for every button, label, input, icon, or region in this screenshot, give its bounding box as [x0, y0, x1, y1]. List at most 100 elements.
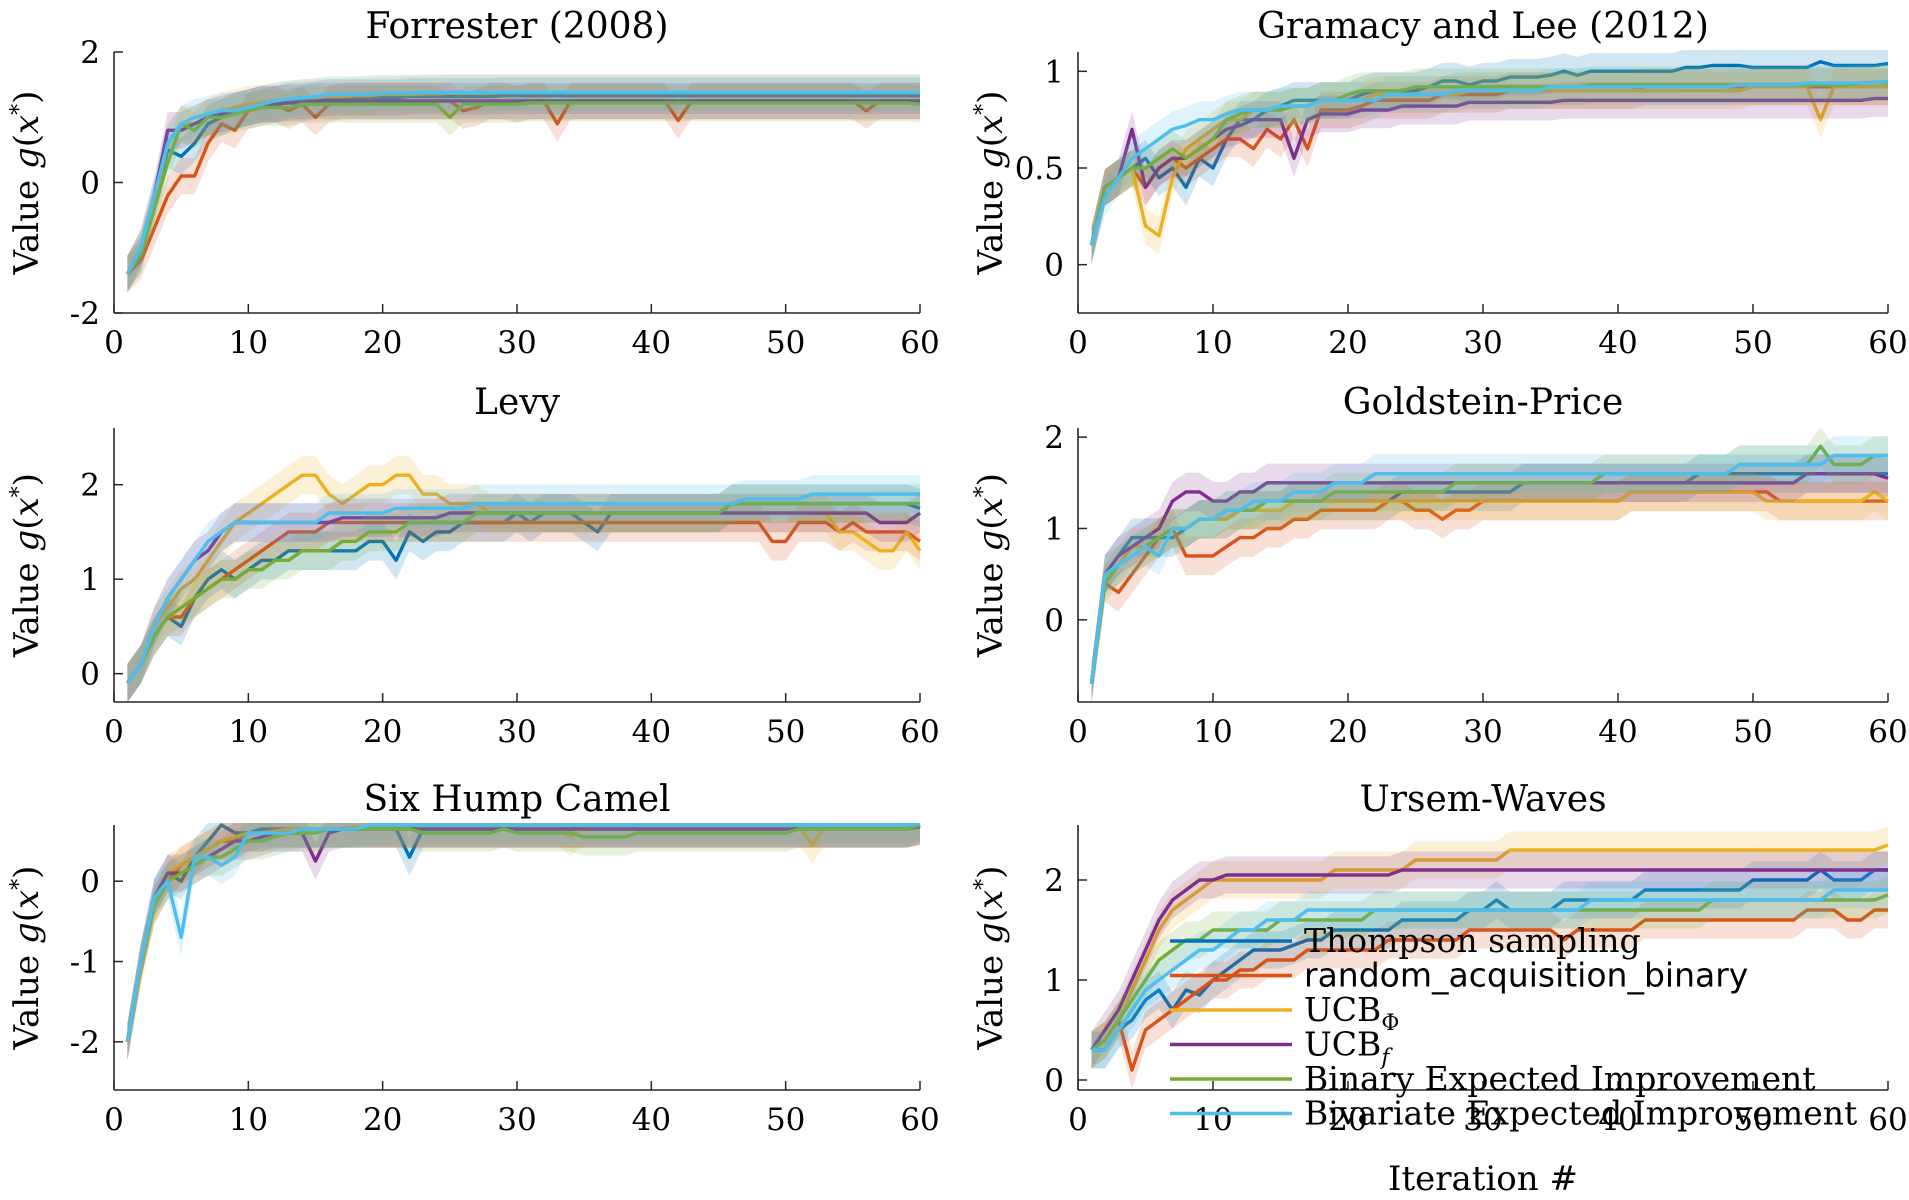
band-random-acquisition-binary	[127, 823, 920, 1061]
x-tick-label: 0	[104, 1102, 124, 1138]
legend-entry-ucbf: UCBf	[1170, 1025, 1393, 1071]
band-bivariate-expected-improvement	[1091, 436, 1888, 702]
x-tick-label: 50	[766, 714, 805, 750]
x-tick-label: 30	[497, 325, 536, 361]
series-line-bivariate-expected-improvement	[1089, 453, 1888, 684]
y-tick-label: 2	[1044, 420, 1064, 456]
x-axis-label: Iteration #	[1388, 1159, 1578, 1199]
series-line-ucb	[1089, 490, 1889, 684]
band-ucb	[127, 823, 920, 1061]
band-bivariate-expected-improvement	[1091, 62, 1888, 264]
y-tick-label: 2	[1044, 863, 1064, 899]
subplot-ursem-waves: 0 10 20 30 40 50 60 0 1 2 Ursem-Waves Value g(x*)	[971, 779, 1908, 1138]
plot-area	[125, 823, 921, 1061]
x-tick-label: 0	[1068, 714, 1088, 750]
plot-area	[126, 456, 922, 702]
y-tick-label: 0	[1044, 1063, 1064, 1099]
band-binary-expected-improvement	[1091, 64, 1888, 264]
band-random-acquisition-binary	[127, 503, 920, 702]
y-tick-label: 1	[1044, 54, 1064, 90]
y-tick-label: 1	[1044, 963, 1064, 999]
band-random-acquisition-binary	[1091, 472, 1888, 702]
series-line-ucb	[1090, 843, 1889, 1052]
y-axis-label: Value g(x*)	[971, 91, 1011, 276]
band-bivariate-expected-improvement	[127, 74, 920, 293]
x-tick-label: 20	[1328, 714, 1367, 750]
x-tick-label: 30	[1463, 325, 1502, 361]
band-binary-expected-improvement	[127, 484, 920, 702]
subplot-title: Forrester (2008)	[365, 6, 668, 47]
x-tick-label: 0	[1068, 1102, 1088, 1138]
series-line-thompson-sampling	[1091, 868, 1888, 1052]
band-ucb	[1091, 68, 1888, 264]
band-ucb	[127, 456, 920, 702]
band-ucbf	[1091, 454, 1888, 702]
x-tick-label: 50	[1733, 325, 1772, 361]
legend: Thompson samplingrandom_acquisition_bina…	[1170, 921, 1857, 1133]
x-tick-label: 20	[363, 1102, 402, 1138]
series-line-ucbf	[1089, 96, 1888, 246]
band-binary-expected-improvement	[127, 84, 920, 293]
x-tick-label: 50	[766, 325, 805, 361]
y-tick-label: 0	[1044, 603, 1064, 639]
subplot-title: Levy	[474, 382, 561, 423]
legend-entry-random-acquisition-binary: random_acquisition_binary	[1170, 956, 1748, 995]
legend-entry-bivariate-expected-improvement: Bivariate Expected Improvement	[1170, 1094, 1857, 1133]
x-tick-label: 30	[1463, 1102, 1502, 1138]
x-tick-label: 20	[363, 325, 402, 361]
band-thompson-sampling	[1091, 851, 1888, 1069]
x-tick-label: 0	[1068, 325, 1088, 361]
legend-entry-thompson-sampling: Thompson sampling	[1170, 921, 1641, 960]
series-line-ucbf	[125, 824, 921, 1043]
x-tick-label: 60	[900, 325, 939, 361]
x-tick-label: 0	[104, 714, 124, 750]
legend-label: UCBΦ	[1304, 990, 1399, 1036]
series-line-bivariate-expected-improvement	[125, 90, 920, 275]
y-tick-label: 0	[1044, 248, 1064, 284]
x-tick-label: 20	[1328, 325, 1367, 361]
y-axis-label: Value g(x*)	[971, 866, 1011, 1051]
x-tick-label: 20	[1328, 1102, 1367, 1138]
legend-label: Thompson sampling	[1304, 921, 1641, 960]
x-tick-label: 30	[497, 1102, 536, 1138]
y-axis-label: Value g(x*)	[971, 473, 1011, 658]
x-tick-label: 60	[900, 714, 939, 750]
series-line-binary-expected-improvement	[125, 101, 921, 275]
legend-label: random_acquisition_binary	[1304, 956, 1748, 995]
band-thompson-sampling	[127, 77, 920, 293]
x-tick-label: 40	[1598, 714, 1637, 750]
y-tick-label: -2	[70, 296, 100, 332]
legend-label: Binary Expected Improvement	[1304, 1059, 1815, 1098]
band-ucbf	[127, 823, 920, 1061]
band-ucbf	[1091, 851, 1888, 1069]
series-line-bivariate-expected-improvement	[126, 492, 920, 685]
series-line-bivariate-expected-improvement	[1089, 79, 1889, 246]
legend-entry-ucb: UCBΦ	[1170, 990, 1399, 1036]
x-tick-label: 10	[1193, 1102, 1232, 1138]
series-line-random-acquisition-binary	[1090, 908, 1888, 1072]
y-tick-label: 0.5	[1015, 151, 1064, 187]
series-line-binary-expected-improvement	[125, 823, 921, 1043]
y-tick-label: 0	[80, 864, 100, 900]
subplot-title: Six Hump Camel	[363, 779, 670, 820]
plot-area	[1090, 826, 1889, 1089]
x-tick-label: 50	[766, 1102, 805, 1138]
x-tick-label: 10	[229, 1102, 268, 1138]
series-line-bivariate-expected-improvement	[125, 823, 921, 1043]
y-tick-label: 1	[1044, 511, 1064, 547]
legend-label: UCBf	[1304, 1025, 1393, 1071]
x-tick-label: 50	[1733, 1102, 1772, 1138]
x-tick-label: 30	[1463, 714, 1502, 750]
x-tick-label: 60	[1868, 1102, 1907, 1138]
series-line-ucbf	[1090, 868, 1888, 1051]
x-tick-label: 50	[1733, 714, 1772, 750]
band-bivariate-expected-improvement	[127, 823, 920, 1061]
x-tick-label: 40	[632, 325, 671, 361]
band-ucb	[127, 74, 920, 293]
band-thompson-sampling	[1091, 454, 1888, 702]
band-ucbf	[127, 493, 920, 702]
y-tick-label: -1	[70, 945, 100, 981]
subplot-title: Goldstein-Price	[1343, 382, 1624, 423]
x-tick-label: 30	[497, 714, 536, 750]
